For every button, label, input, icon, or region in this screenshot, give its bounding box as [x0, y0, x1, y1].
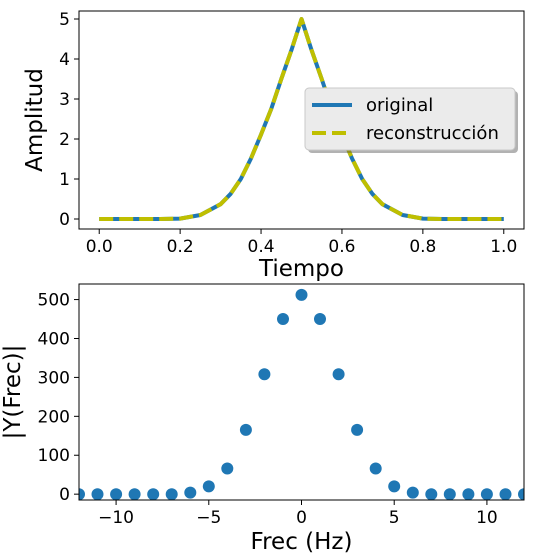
x-tick-label: 10 [476, 508, 498, 528]
y-tick-label: 0 [59, 210, 70, 230]
y-tick-label: 300 [38, 368, 70, 388]
data-point [369, 462, 382, 475]
y-tick-label: 2 [59, 130, 70, 150]
y-tick-label: 5 [59, 10, 70, 30]
y-tick-label: 3 [59, 90, 70, 110]
y-tick-label: 0 [59, 485, 70, 505]
x-tick-label: 0.0 [86, 237, 113, 257]
y-tick-label: 1 [59, 170, 70, 190]
data-point [314, 313, 326, 325]
data-point [184, 486, 197, 499]
data-point [425, 488, 438, 500]
y-axis-label: Amplitud [22, 68, 48, 172]
data-point [499, 488, 512, 500]
series-line-reconstruction [99, 17, 504, 221]
data-point [462, 488, 475, 500]
x-tick-label: 0.4 [248, 237, 275, 257]
y-axis-label: |Y(Frec)| [0, 345, 26, 440]
data-point [147, 488, 160, 500]
x-tick-label: 0 [296, 508, 307, 528]
data-point [351, 423, 364, 436]
x-tick-label: 0.6 [328, 237, 355, 257]
data-point [165, 488, 178, 500]
axes-frame [78, 10, 525, 230]
amplitude-plot: 0.0 0.2 0.4 0.6 0.8 1.0 0 1 2 3 4 5 Tiempo Amplitud or… [22, 10, 525, 282]
legend-box [304, 87, 516, 151]
data-point [128, 488, 141, 500]
data-point [406, 486, 419, 499]
axes-frame [78, 283, 525, 501]
data-point [295, 288, 308, 301]
data-point [91, 488, 104, 500]
plot-area [79, 288, 524, 500]
data-point [258, 368, 271, 381]
data-point [480, 488, 493, 500]
x-tick-label: −10 [98, 508, 134, 528]
data-point [388, 480, 401, 493]
data-point [221, 462, 234, 475]
x-tick-label: 5 [389, 508, 400, 528]
x-tick-label: 0.2 [167, 237, 194, 257]
y-tick-label: 500 [38, 291, 70, 311]
x-axis-label: Tiempo [258, 256, 344, 282]
data-point [332, 368, 345, 381]
y-tick-label: 200 [38, 407, 70, 427]
plot-area [99, 17, 504, 221]
x-tick-label: 1.0 [490, 237, 517, 257]
data-point [443, 488, 456, 500]
y-tick-label: 400 [38, 329, 70, 349]
data-point [79, 488, 85, 500]
legend: original reconstrucción [304, 87, 518, 153]
x-tick-label: −5 [196, 508, 221, 528]
data-point [110, 488, 123, 500]
legend-label: reconstrucción [366, 123, 499, 144]
x-axis-label: Frec (Hz) [251, 529, 353, 555]
data-point [202, 480, 215, 493]
y-tick-label: 100 [38, 446, 70, 466]
data-point [518, 488, 524, 500]
legend-label: original [366, 95, 433, 116]
data-point [277, 313, 289, 325]
data-point [239, 423, 252, 436]
x-tick-label: 0.8 [409, 237, 436, 257]
y-tick-label: 4 [59, 50, 70, 70]
